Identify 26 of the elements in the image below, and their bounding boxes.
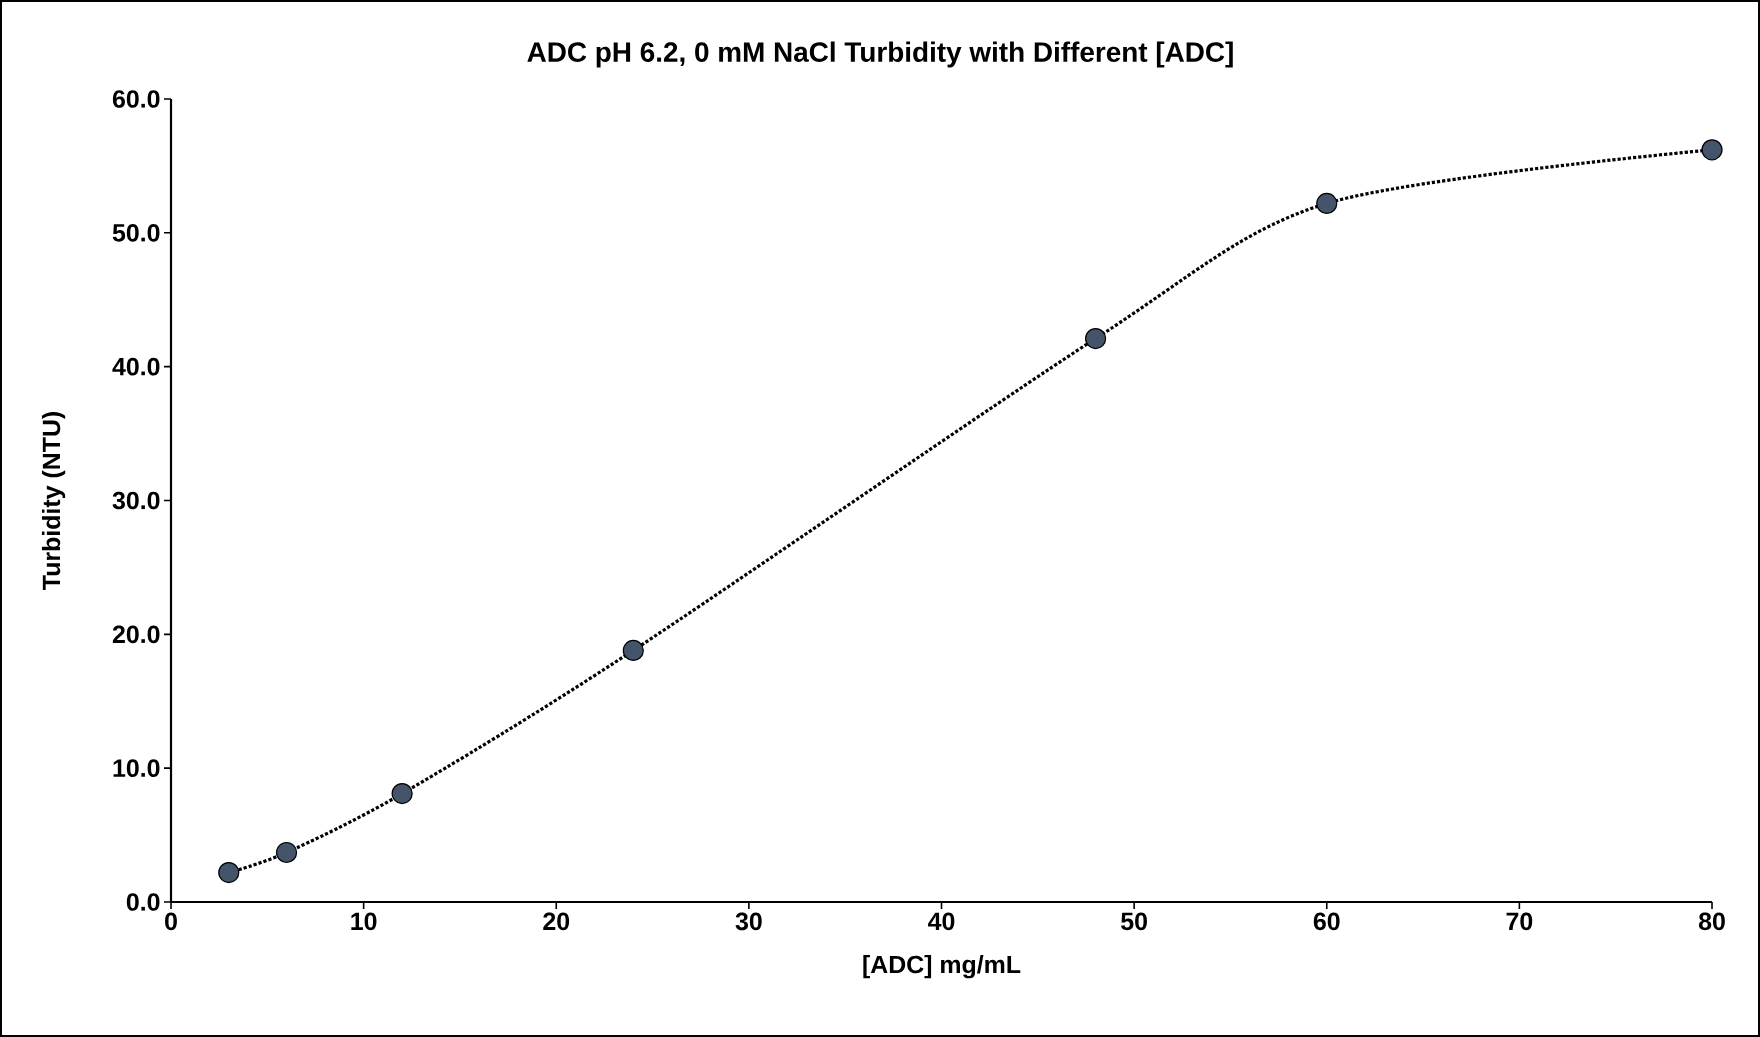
y-axis-title: Turbidity (NTU) — [41, 412, 66, 590]
point — [622, 639, 644, 661]
point — [1316, 192, 1338, 214]
x-tick-label: 60 — [1313, 912, 1340, 931]
y-tick-label: 20.0 — [112, 625, 160, 644]
x-tick-label: 80 — [1698, 912, 1725, 931]
point — [391, 782, 413, 805]
y-tick-label: 30.0 — [112, 491, 160, 510]
y-tick-label: 0.0 — [126, 893, 160, 911]
y-tick-label: 40.0 — [112, 357, 160, 376]
y-tick-label: 10.0 — [113, 759, 160, 777]
point — [218, 861, 240, 884]
y-tick-label: 60.0 — [112, 90, 160, 108]
chart-title: ADC pH 6.2, 0 mM NaCl Turbidity with Different [ADC] — [527, 41, 1233, 68]
x-tick-label: 30 — [735, 912, 762, 931]
x-tick-label: 20 — [543, 912, 570, 931]
x-tick-label: 50 — [1121, 912, 1147, 931]
x-axis-title: [ADC] mg/mL — [863, 955, 1021, 979]
y-tick-label: 50.0 — [112, 224, 160, 242]
x-tick-label: 10 — [351, 912, 377, 931]
x-tick-label: 40 — [928, 912, 955, 931]
point — [275, 841, 298, 864]
x-tick-label: 0 — [165, 912, 177, 931]
x-tick-label: 70 — [1506, 912, 1533, 931]
point — [1701, 139, 1723, 161]
point — [1085, 327, 1107, 350]
